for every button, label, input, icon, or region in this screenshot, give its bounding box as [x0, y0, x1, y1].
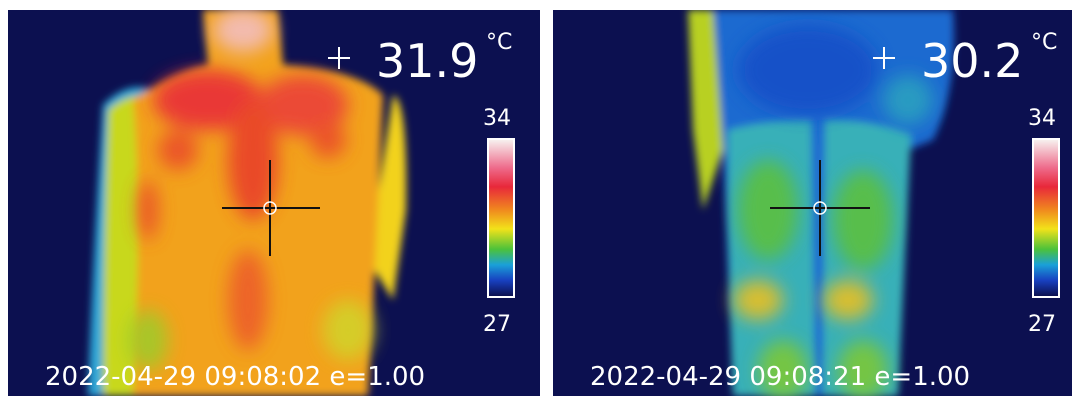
color-scale: [1032, 138, 1060, 298]
scale-min: 27: [1028, 312, 1056, 337]
scale-min: 27: [483, 312, 511, 337]
scale-max: 34: [483, 106, 511, 131]
emissivity: e=1.00: [329, 362, 425, 392]
timestamp: 2022-04-29 09:08:21 e=1.00: [590, 362, 970, 392]
thermal-panel: 30.2 °C 34 27 2022-04-29 09:08:21 e=1.00: [553, 10, 1072, 396]
page: 31.9 °C 34 27 2022-04-29 09:08:02 e=1.00: [0, 0, 1072, 403]
scale-max: 34: [1028, 106, 1056, 131]
temperature: 30.2: [921, 38, 1023, 84]
unit: °C: [1031, 30, 1057, 55]
date-time: 2022-04-29 09:08:21: [590, 362, 866, 392]
timestamp: 2022-04-29 09:08:02 e=1.00: [45, 362, 425, 392]
color-scale: [487, 138, 515, 298]
date-time: 2022-04-29 09:08:02: [45, 362, 321, 392]
unit: °C: [486, 30, 512, 55]
emissivity: e=1.00: [874, 362, 970, 392]
temperature: 31.9: [376, 38, 478, 84]
thermal-panel: 31.9 °C 34 27 2022-04-29 09:08:02 e=1.00: [8, 10, 540, 396]
